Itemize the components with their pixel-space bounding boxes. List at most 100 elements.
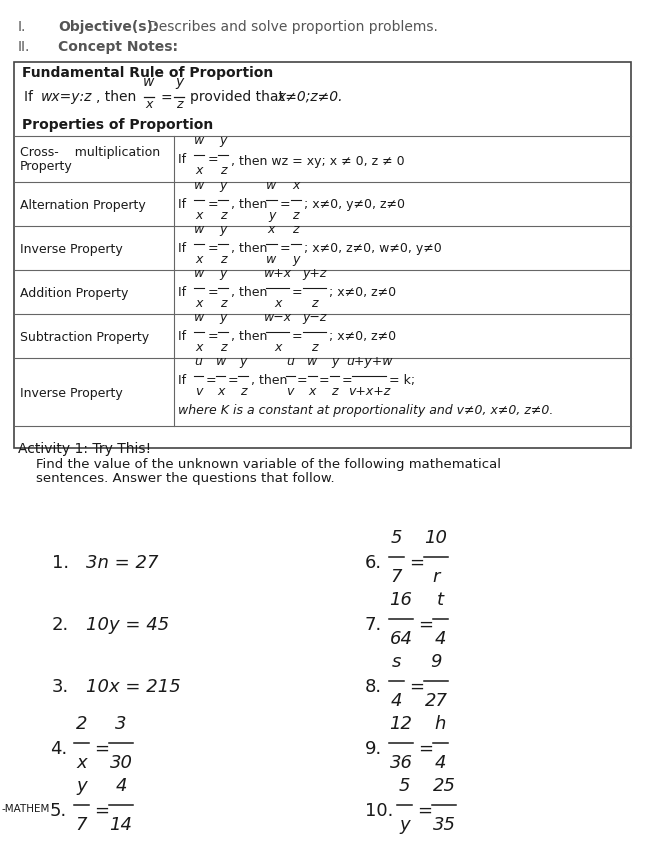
Text: 4.: 4. xyxy=(50,740,67,758)
Text: x: x xyxy=(274,341,281,354)
Text: z: z xyxy=(311,297,317,310)
Text: y: y xyxy=(219,223,227,236)
Text: =: = xyxy=(279,242,290,255)
Text: If: If xyxy=(178,242,190,255)
Text: x: x xyxy=(195,209,203,222)
Text: wx=y:z: wx=y:z xyxy=(41,90,92,104)
Text: x: x xyxy=(292,179,299,192)
Text: y: y xyxy=(76,777,87,795)
Text: =: = xyxy=(418,740,433,758)
Text: 16: 16 xyxy=(390,591,413,609)
Text: ; x≠0, z≠0: ; x≠0, z≠0 xyxy=(328,286,396,299)
Text: I.: I. xyxy=(18,20,26,34)
Text: 9: 9 xyxy=(430,653,442,671)
Text: r: r xyxy=(432,568,440,586)
Text: 7.: 7. xyxy=(365,616,382,634)
Text: Alternation Property: Alternation Property xyxy=(20,199,146,212)
Text: =: = xyxy=(319,374,330,387)
Text: , then: , then xyxy=(251,374,287,387)
Text: 3: 3 xyxy=(115,715,127,733)
Text: y: y xyxy=(239,355,246,368)
Text: v: v xyxy=(286,385,294,398)
Text: , then wz = xy; x ≠ 0, z ≠ 0: , then wz = xy; x ≠ 0, z ≠ 0 xyxy=(232,155,405,168)
Text: Find the value of the unknown variable of the following mathematical: Find the value of the unknown variable o… xyxy=(36,458,501,471)
Text: =: = xyxy=(207,330,218,343)
Text: 10.: 10. xyxy=(365,802,393,820)
Text: x≠0;z≠0.: x≠0;z≠0. xyxy=(277,90,342,104)
Text: =: = xyxy=(418,616,433,634)
Text: t: t xyxy=(437,591,444,609)
Text: If: If xyxy=(178,153,190,166)
Text: Concept Notes:: Concept Notes: xyxy=(58,40,178,54)
Text: 5: 5 xyxy=(391,529,402,547)
Text: z: z xyxy=(311,341,317,354)
Text: =: = xyxy=(207,153,218,166)
Text: w: w xyxy=(143,75,155,89)
Text: =: = xyxy=(409,678,424,696)
Text: , then: , then xyxy=(96,90,141,104)
Text: x: x xyxy=(76,754,87,772)
Text: y: y xyxy=(219,311,227,324)
Bar xyxy=(14,62,631,448)
Text: =: = xyxy=(228,374,238,387)
Text: z: z xyxy=(220,209,226,222)
Text: 5.: 5. xyxy=(50,802,67,820)
Text: 4: 4 xyxy=(115,777,127,795)
Text: z: z xyxy=(220,253,226,266)
Text: 7: 7 xyxy=(391,568,402,586)
Text: =: = xyxy=(207,242,218,255)
Text: ; x≠0, z≠0, w≠0, y≠0: ; x≠0, z≠0, w≠0, y≠0 xyxy=(304,242,442,255)
Text: h: h xyxy=(435,715,446,733)
Text: y: y xyxy=(268,209,275,222)
Text: If: If xyxy=(178,330,190,343)
Text: = k;: = k; xyxy=(389,374,415,387)
Text: Describes and solve proportion problems.: Describes and solve proportion problems. xyxy=(148,20,438,34)
Text: If: If xyxy=(178,286,190,299)
Text: 10: 10 xyxy=(424,529,448,547)
Text: 27: 27 xyxy=(424,692,448,710)
Text: 3n = 27: 3n = 27 xyxy=(86,554,159,572)
Text: z: z xyxy=(292,223,299,236)
Text: x: x xyxy=(217,385,224,398)
Text: =: = xyxy=(417,802,432,820)
Text: w+x: w+x xyxy=(264,267,292,280)
Text: u: u xyxy=(195,355,203,368)
Text: x: x xyxy=(268,223,275,236)
Text: z: z xyxy=(292,209,299,222)
Text: where K is a cons​tant at proportionality and v≠0, x≠0, z≠0.: where K is a cons​tant at proportionalit… xyxy=(178,404,553,417)
Text: u: u xyxy=(286,355,294,368)
Text: w: w xyxy=(215,355,226,368)
Text: =: = xyxy=(409,554,424,572)
Text: Fundamental Rule of Proportion: Fundamental Rule of Proportion xyxy=(22,66,273,80)
Text: 9.: 9. xyxy=(365,740,382,758)
Text: =: = xyxy=(205,374,216,387)
Text: 14: 14 xyxy=(110,816,132,834)
Text: w: w xyxy=(194,223,204,236)
Text: provided that: provided that xyxy=(190,90,288,104)
Text: y+z: y+z xyxy=(302,267,326,280)
Text: 6.: 6. xyxy=(365,554,382,572)
Text: z: z xyxy=(240,385,246,398)
Text: 4: 4 xyxy=(435,630,446,648)
Text: w: w xyxy=(266,179,277,192)
Text: =: = xyxy=(207,286,218,299)
Text: If: If xyxy=(178,198,190,211)
Text: x: x xyxy=(195,297,203,310)
Text: ; x≠0, z≠0: ; x≠0, z≠0 xyxy=(328,330,396,343)
Text: 10x = 215: 10x = 215 xyxy=(86,678,181,696)
Text: s: s xyxy=(392,653,401,671)
Text: Cross-    multiplication: Cross- multiplication xyxy=(20,146,160,159)
Text: y: y xyxy=(219,267,227,280)
Text: 64: 64 xyxy=(390,630,413,648)
Text: 1.: 1. xyxy=(52,554,69,572)
Text: -MATHEM: -MATHEM xyxy=(2,804,50,814)
Text: Subtraction Property: Subtraction Property xyxy=(20,331,149,344)
Text: If: If xyxy=(178,374,190,387)
Text: y: y xyxy=(399,816,410,834)
Text: x: x xyxy=(195,341,203,354)
Text: =: = xyxy=(341,374,352,387)
Text: w: w xyxy=(307,355,317,368)
Text: =: = xyxy=(279,198,290,211)
Text: =: = xyxy=(160,92,172,106)
Text: u+y+w: u+y+w xyxy=(346,355,392,368)
